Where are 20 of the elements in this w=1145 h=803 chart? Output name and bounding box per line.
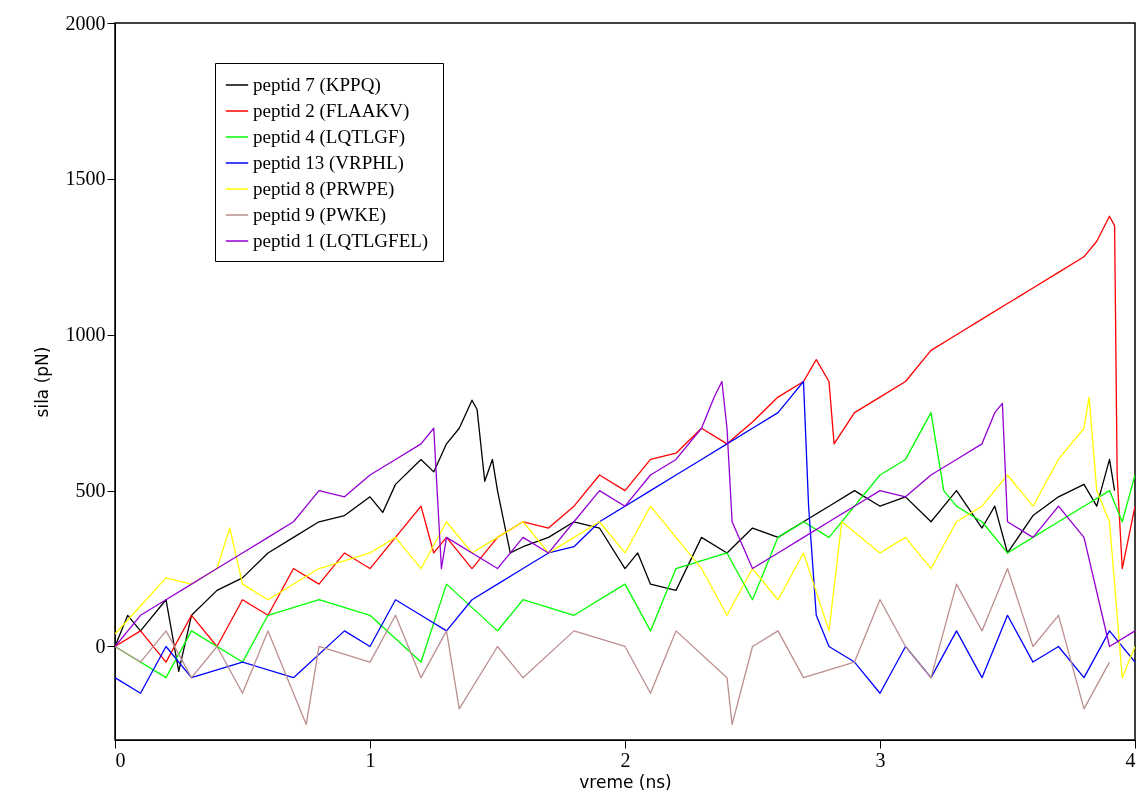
y-axis-title: sila (pN) bbox=[31, 346, 52, 418]
x-tick-label: 0 bbox=[115, 748, 126, 771]
y-tick-label: 2000 bbox=[65, 11, 106, 34]
y-tick-label: 1500 bbox=[65, 167, 106, 190]
legend-label: peptid 2 (FLAAKV) bbox=[253, 100, 410, 122]
legend-label: peptid 1 (LQTLGFEL) bbox=[253, 230, 429, 252]
line-series bbox=[115, 567, 1111, 726]
legend-label: peptid 7 (KPPQ) bbox=[253, 74, 381, 96]
legend-label: peptid 9 (PWKE) bbox=[253, 204, 386, 226]
x-axis-title: vreme (ns) bbox=[579, 771, 672, 792]
x-tick-label: 2 bbox=[620, 748, 631, 771]
x-tick-label: 3 bbox=[875, 748, 886, 771]
x-tick-label: 1 bbox=[365, 748, 376, 771]
y-tick-label: 0 bbox=[95, 634, 106, 657]
y-tick-label: 500 bbox=[75, 479, 106, 502]
y-tick-label: 1000 bbox=[65, 323, 106, 346]
legend-label: peptid 13 (VRPHL) bbox=[253, 152, 404, 174]
x-tick-label: 4 bbox=[1125, 748, 1136, 771]
legend-label: peptid 8 (PRWPE) bbox=[253, 178, 395, 200]
legend-label: peptid 4 (LQTLGF) bbox=[253, 126, 405, 148]
